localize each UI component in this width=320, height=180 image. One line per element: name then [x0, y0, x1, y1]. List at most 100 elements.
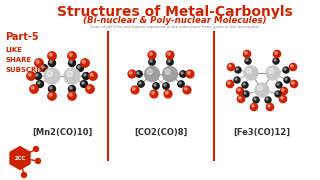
- Circle shape: [291, 65, 293, 67]
- Circle shape: [49, 86, 55, 93]
- Circle shape: [243, 91, 249, 97]
- Circle shape: [253, 97, 259, 103]
- Circle shape: [145, 66, 159, 82]
- Circle shape: [36, 60, 39, 63]
- Circle shape: [255, 83, 269, 97]
- Circle shape: [68, 86, 76, 93]
- Circle shape: [68, 52, 76, 60]
- Circle shape: [281, 97, 283, 99]
- Circle shape: [284, 77, 290, 83]
- Circle shape: [84, 74, 86, 76]
- Circle shape: [163, 66, 178, 82]
- Circle shape: [252, 105, 254, 107]
- Circle shape: [44, 68, 60, 84]
- Circle shape: [78, 66, 80, 68]
- Circle shape: [68, 92, 76, 100]
- Circle shape: [268, 105, 270, 107]
- Circle shape: [178, 81, 184, 87]
- Circle shape: [235, 67, 241, 73]
- Circle shape: [49, 53, 52, 56]
- Circle shape: [148, 51, 156, 59]
- Text: [Fe3(CO)12]: [Fe3(CO)12]: [233, 128, 291, 137]
- Circle shape: [138, 81, 144, 87]
- Circle shape: [279, 95, 287, 103]
- Circle shape: [235, 78, 237, 80]
- Circle shape: [36, 159, 41, 163]
- Circle shape: [47, 71, 52, 76]
- Circle shape: [246, 59, 248, 61]
- Circle shape: [82, 60, 85, 63]
- Circle shape: [48, 52, 56, 60]
- Circle shape: [229, 65, 231, 67]
- Circle shape: [41, 64, 47, 71]
- Circle shape: [34, 147, 38, 152]
- Circle shape: [283, 67, 289, 73]
- Circle shape: [36, 80, 44, 87]
- Text: (Bi-nuclear & Poly-nuclear Molecules): (Bi-nuclear & Poly-nuclear Molecules): [83, 16, 267, 25]
- Circle shape: [273, 58, 279, 64]
- Circle shape: [237, 95, 244, 103]
- Circle shape: [154, 84, 156, 86]
- Circle shape: [86, 85, 94, 93]
- Circle shape: [167, 59, 173, 65]
- Circle shape: [83, 73, 90, 80]
- Circle shape: [151, 91, 154, 94]
- Circle shape: [228, 82, 230, 84]
- Circle shape: [164, 84, 166, 86]
- Circle shape: [49, 60, 55, 66]
- Circle shape: [181, 72, 183, 74]
- Circle shape: [258, 86, 262, 90]
- Circle shape: [236, 87, 244, 95]
- Circle shape: [27, 72, 35, 80]
- Circle shape: [30, 85, 38, 93]
- Circle shape: [291, 80, 298, 88]
- Text: Links of pdf files and figures explained in the video have been given in the des: Links of pdf files and figures explained…: [90, 25, 260, 29]
- Circle shape: [147, 69, 152, 74]
- Circle shape: [149, 59, 155, 65]
- Circle shape: [282, 89, 284, 91]
- Circle shape: [139, 82, 141, 84]
- Circle shape: [90, 73, 93, 76]
- Circle shape: [186, 70, 194, 78]
- Circle shape: [81, 80, 87, 87]
- Circle shape: [132, 87, 135, 90]
- Circle shape: [284, 68, 286, 70]
- Circle shape: [236, 68, 238, 70]
- Circle shape: [31, 86, 34, 89]
- Circle shape: [188, 71, 190, 74]
- Circle shape: [292, 82, 294, 84]
- Circle shape: [165, 91, 168, 94]
- Circle shape: [64, 68, 80, 84]
- Circle shape: [266, 103, 274, 111]
- Text: [Mn2(CO)10]: [Mn2(CO)10]: [32, 128, 92, 137]
- Text: SUBSCRIBE: SUBSCRIBE: [5, 67, 49, 73]
- Circle shape: [87, 86, 90, 89]
- Circle shape: [69, 53, 72, 56]
- Text: LIKE: LIKE: [5, 47, 22, 53]
- Circle shape: [246, 68, 251, 73]
- Circle shape: [268, 68, 273, 73]
- Circle shape: [38, 82, 40, 84]
- Text: ZCC: ZCC: [14, 156, 26, 161]
- Circle shape: [164, 90, 172, 98]
- Text: SHARE: SHARE: [5, 57, 31, 63]
- Circle shape: [137, 72, 139, 74]
- Circle shape: [276, 82, 282, 88]
- Circle shape: [243, 83, 245, 85]
- Circle shape: [239, 97, 241, 99]
- Circle shape: [166, 51, 174, 59]
- Circle shape: [36, 74, 38, 76]
- Circle shape: [227, 80, 234, 88]
- Text: Part-5: Part-5: [5, 32, 39, 42]
- Circle shape: [245, 52, 247, 54]
- Circle shape: [273, 50, 281, 58]
- Circle shape: [82, 82, 84, 84]
- Circle shape: [165, 69, 170, 74]
- Circle shape: [276, 92, 278, 94]
- Circle shape: [50, 87, 52, 89]
- Circle shape: [70, 87, 72, 89]
- Circle shape: [150, 60, 152, 62]
- Circle shape: [244, 50, 251, 58]
- Circle shape: [274, 59, 276, 61]
- Circle shape: [285, 78, 287, 80]
